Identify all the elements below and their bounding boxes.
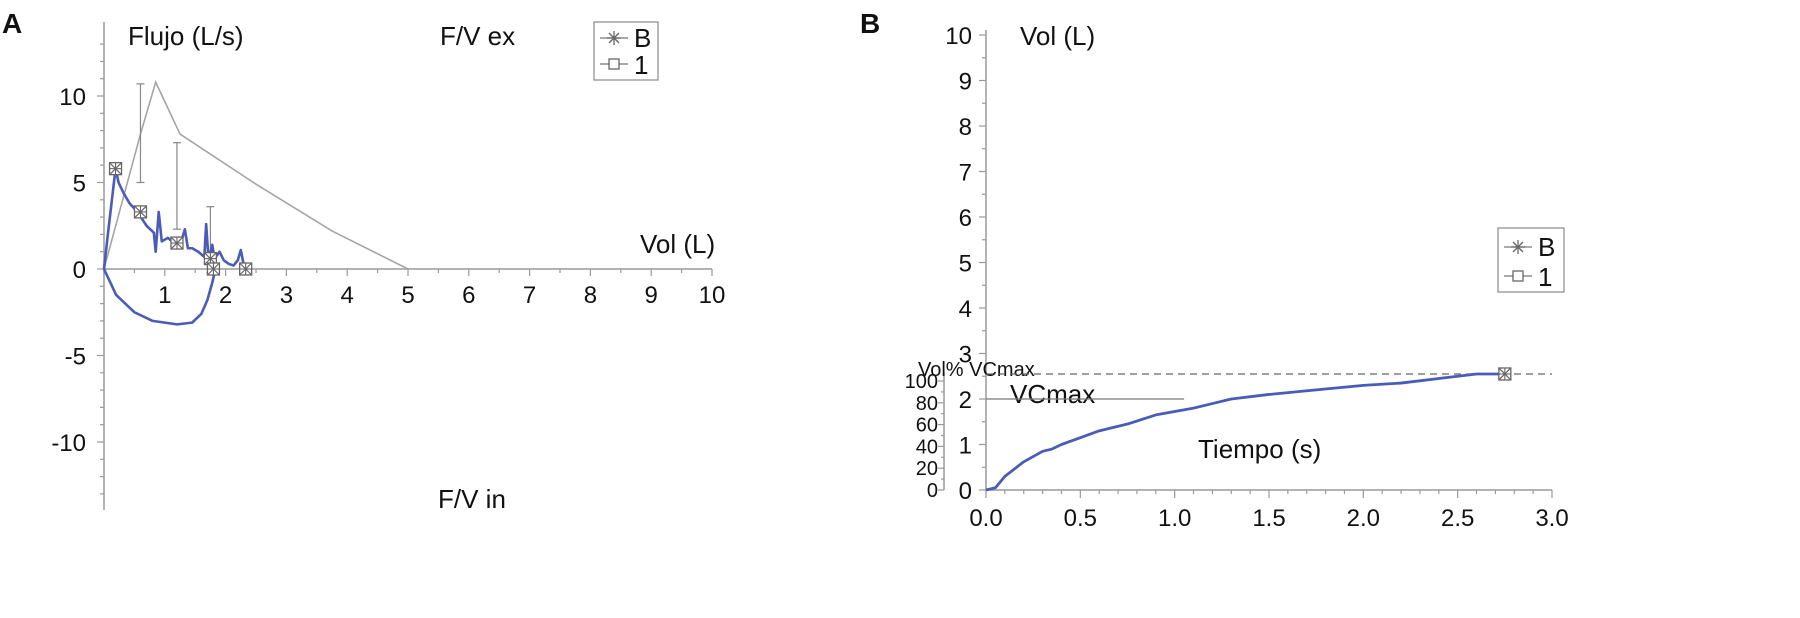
panel-a-x-tick-label: 6: [462, 282, 475, 309]
panel-b-y-tick-label: 7: [959, 160, 972, 187]
panel-b-y-label: Vol (L): [1020, 21, 1095, 51]
panel-a-data-marker: [170, 236, 184, 250]
panel-a-legend-1: 1: [634, 50, 648, 80]
panel-a-x-tick-label: 9: [645, 282, 658, 309]
panel-a-y-tick-label: 5: [73, 171, 86, 198]
panel-b-y-tick-label: 3: [959, 342, 972, 369]
panel-a-tick-labels: 1 2 3 4 5 6 7 8 9 10 10 5 0 -5 -10: [51, 84, 725, 457]
panel-a-y-tick-label: 0: [73, 257, 86, 284]
panel-a-data-marker: [108, 162, 123, 176]
panel-b-y-tick-label: 6: [959, 205, 972, 232]
panel-a-legend: B 1: [593, 21, 659, 81]
panel-b-letter: B: [860, 8, 880, 39]
panel-a-x-label: Vol (L): [640, 229, 715, 259]
panel-a-y-tick-label: 10: [59, 84, 86, 111]
panel-b-legend-1: 1: [1538, 262, 1552, 292]
panel-a-inspiratory-curve: [102, 268, 216, 326]
panel-a-axis-ticks: [97, 43, 713, 495]
panel-b-axis-ticks: [938, 34, 1553, 498]
panel-b-y-tick-label: 4: [959, 296, 972, 323]
panel-a-x-tick-label: 4: [341, 282, 354, 309]
panel-a-expiratory-curve: [102, 167, 248, 270]
panel-a-error-bar: [172, 142, 181, 230]
square-icon: [1512, 270, 1524, 282]
square-icon: [608, 58, 620, 70]
panel-a-x-tick-label: 1: [158, 282, 171, 309]
panel-b-legend: B 1: [1497, 227, 1565, 293]
panel-a-legend-box: [593, 21, 659, 81]
panel-a-x-tick-label: 7: [523, 282, 536, 309]
panel-a-y-tick-label: -5: [65, 344, 86, 371]
panel-b-y-tick-label: 1: [959, 433, 972, 460]
panel-b-y-tick-label: 5: [959, 251, 972, 278]
panel-b-secondary-y-label: Vol% VCmax: [918, 359, 1035, 381]
panel-b-secondary-y-tick-label: 60: [916, 415, 938, 437]
panel-b-x-tick-label: 0.5: [1064, 505, 1097, 532]
panel-a-data-marker: [133, 205, 148, 219]
asterisk-icon: [1511, 240, 1525, 254]
panel-a-y-label: Flujo (L/s): [128, 21, 244, 51]
panel-b-x-label: Tiempo (s): [1198, 434, 1321, 464]
panel-b-x-tick-label: 0.0: [969, 505, 1002, 532]
panel-a-x-tick-label: 8: [584, 282, 597, 309]
panel-b-data-marker: [1498, 367, 1512, 381]
panel-a-x-tick-label: 10: [699, 282, 726, 309]
panel-a-data-marker: [239, 262, 253, 276]
panel-b-secondary-y-tick-label: 20: [916, 458, 938, 480]
panel-a-predicted-curve: [103, 79, 409, 270]
panel-b-vcmax-label: VCmax: [1010, 379, 1095, 409]
panel-b-volume-curve: [985, 372, 1505, 492]
panel-a-y-tick-label: -10: [51, 430, 86, 457]
panel-b-x-tick-label: 2.5: [1441, 505, 1474, 532]
panel-a-x-tick-label: 5: [401, 282, 414, 309]
panel-b-markers: [1498, 367, 1512, 381]
panel-b-y-tick-label: 9: [959, 69, 972, 96]
asterisk-icon: [607, 31, 621, 45]
panel-b-x-tick-label: 1.5: [1252, 505, 1285, 532]
panel-b-legend-b: B: [1538, 232, 1555, 262]
panel-b-chart: B 0.0 0.5 1.0 1.5 2.0 2.5 3.001234567891002040…: [860, 8, 1569, 532]
panel-b-y-tick-label: 0: [959, 478, 972, 505]
panel-a-title-bottom: F/V in: [438, 484, 506, 514]
panel-b-x-tick-label: 3.0: [1535, 505, 1568, 532]
panel-b-y-tick-label: 8: [959, 114, 972, 141]
panel-b-secondary-y-tick-label: 40: [916, 436, 938, 458]
panel-b-tick-labels: 0.0 0.5 1.0 1.5 2.0 2.5 3.00123456789100204060…: [905, 23, 1569, 532]
panel-b-secondary-y-tick-label: 100: [905, 371, 938, 393]
panel-a-title-top: F/V ex: [440, 21, 515, 51]
panel-b-secondary-y-tick-label: 0: [927, 480, 938, 502]
panel-b-secondary-y-tick-label: 80: [916, 393, 938, 415]
panel-a-x-tick-label: 3: [280, 282, 293, 309]
panel-b-legend-box: [1497, 227, 1565, 293]
panel-a-markers: [108, 162, 253, 276]
panel-b-y-tick-label: 2: [959, 387, 972, 414]
panel-b-x-tick-label: 1.0: [1158, 505, 1191, 532]
panel-a-chart: A 1 2 3 4 5 6 7 8 9 10 10 5 0 -5 -10 Flujo (L/s) F/V e…: [2, 8, 725, 514]
panel-b-x-tick-label: 2.0: [1347, 505, 1380, 532]
panel-a-error-bar: [136, 83, 145, 184]
panel-a-data-marker: [206, 262, 221, 276]
panel-a-x-tick-label: 2: [219, 282, 232, 309]
panel-a-letter: A: [2, 8, 22, 39]
panel-a-legend-b: B: [634, 23, 651, 53]
panel-b-y-tick-label: 10: [945, 23, 972, 50]
